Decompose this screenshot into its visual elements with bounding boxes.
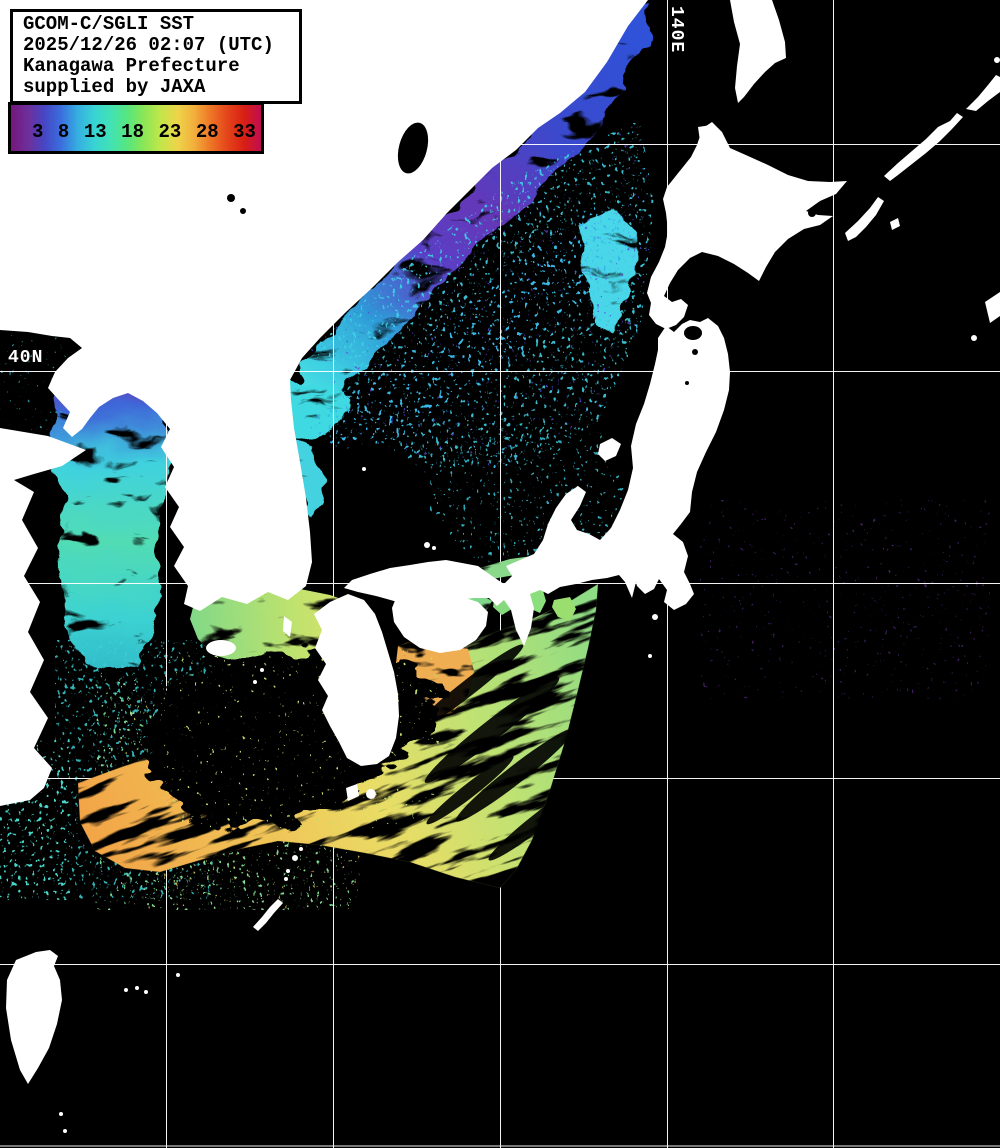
- land-shikoku: [392, 594, 488, 653]
- island-dot: [253, 680, 257, 684]
- region-name: Kanagawa Prefecture: [23, 55, 240, 77]
- land-urup: [966, 75, 1000, 111]
- island-dot: [292, 855, 298, 861]
- land-okinawa: [253, 899, 283, 931]
- land-etorofu: [884, 113, 963, 181]
- speckle-field-coast-spray: [300, 200, 640, 450]
- island-dot: [59, 1112, 63, 1116]
- colorbar-tick: 33: [233, 120, 256, 143]
- speckle-over-cloud: [160, 650, 440, 830]
- island-dot: [424, 542, 430, 548]
- island-dot: [362, 467, 366, 471]
- cloud-streak: [488, 779, 592, 861]
- land-china-coast-strip: [0, 428, 86, 806]
- land-tanegashima: [346, 784, 359, 801]
- colorbar-tick: 18: [121, 120, 144, 143]
- title-box: GCOM-C/SGLI SST 2025/12/26 02:07 (UTC) K…: [10, 9, 302, 104]
- land-kuril-fleck: [985, 292, 1000, 323]
- land-tsushima: [283, 616, 292, 637]
- island-dot: [135, 986, 139, 990]
- island-dot: [144, 990, 148, 994]
- island-dot: [284, 877, 288, 881]
- grid-label-longitude: 140E: [666, 6, 686, 53]
- colorbar-tick: 3: [32, 120, 44, 143]
- speckle-field-pacific-sparse: [700, 500, 990, 700]
- cloud-streak: [455, 728, 575, 822]
- cloud-streak: [412, 644, 524, 732]
- observation-datetime: 2025/12/26 02:07 (UTC): [23, 34, 274, 56]
- land-kunashiri: [845, 197, 884, 241]
- sst-ise-bay: [552, 597, 576, 621]
- lake-dot: [240, 208, 246, 214]
- credit-line: supplied by JAXA: [23, 76, 206, 98]
- island-dot: [652, 614, 658, 620]
- land-taiwan: [6, 950, 62, 1084]
- land-yakushima: [366, 789, 376, 799]
- lake-dot: [808, 209, 816, 217]
- cloud-claw-streaks: [412, 644, 592, 861]
- grid-label-latitude: 40N: [8, 348, 43, 368]
- sst-korea-coast-tail: [293, 436, 320, 522]
- island-dot: [971, 335, 977, 341]
- island-dot: [299, 847, 303, 851]
- colorbar-tick: 28: [195, 120, 219, 143]
- colorbar-tick: 23: [158, 120, 182, 143]
- colorbar-tick: 8: [57, 120, 70, 143]
- land-shikotan: [890, 218, 900, 230]
- land-sado: [598, 438, 621, 461]
- island-dot: [176, 973, 180, 977]
- island-dot: [63, 1129, 67, 1133]
- colorbar: 3 8 13 18 23 28 33: [8, 102, 264, 154]
- island-dot: [124, 988, 128, 992]
- lake-dot: [227, 194, 235, 202]
- product-title: GCOM-C/SGLI SST: [23, 13, 195, 35]
- lake-dot: [692, 349, 698, 355]
- mutsu-bay: [684, 326, 702, 340]
- island-dot: [994, 57, 1000, 63]
- lake-dot: [685, 381, 689, 385]
- land-hokkaido: [647, 122, 847, 329]
- colorbar-ticks: 3 8 13 18 23 28 33: [11, 105, 261, 151]
- land-kyushu: [314, 594, 399, 766]
- cloud-streak: [424, 677, 560, 783]
- land-sakhalin: [730, 0, 786, 103]
- island-dot: [286, 869, 290, 873]
- colorbar-gradient: 3 8 13 18 23 28 33: [11, 105, 261, 151]
- cloud-streak: [426, 755, 514, 825]
- land-jeju: [206, 640, 236, 656]
- island-dot: [260, 668, 264, 672]
- island-dot: [648, 654, 652, 658]
- island-dot: [432, 546, 436, 550]
- lake-khanka: [397, 122, 429, 174]
- colorbar-tick: 13: [83, 120, 107, 143]
- land-honshu: [344, 318, 730, 646]
- sst-yellow-sea-mass: [52, 371, 170, 671]
